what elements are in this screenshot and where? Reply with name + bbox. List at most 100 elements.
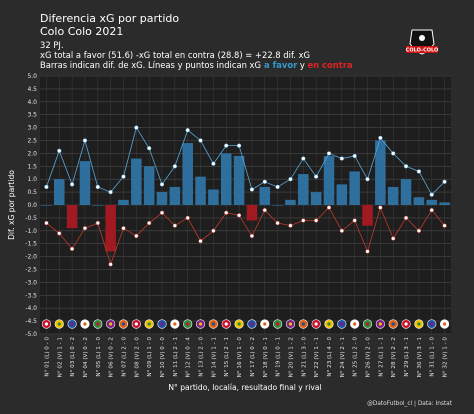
favor-point <box>275 184 280 190</box>
diff-bar <box>41 205 52 206</box>
legend-prefix: Barras indican dif. de xG. Líneas y punt… <box>40 60 261 70</box>
rival-crest-detail <box>263 322 267 326</box>
x-tick-label: N° 14 (V) 1 - 1 <box>211 337 217 378</box>
x-tick-label: N° 22 (V) 1 - 1 <box>314 337 320 378</box>
rival-icons <box>41 319 450 329</box>
x-tick-label: N° 15 (L) 2 - 1 <box>224 337 230 377</box>
diff-bar <box>105 205 116 252</box>
diff-bar <box>400 179 412 205</box>
favor-series <box>44 125 447 197</box>
y-tick-label: -1.5 <box>25 241 37 248</box>
favor-line <box>46 126 445 196</box>
rival-crest-detail <box>147 322 151 326</box>
favor-point <box>185 128 190 133</box>
y-tick-label: 1.5 <box>27 163 37 170</box>
rival-crest-detail <box>391 322 395 326</box>
contra-point <box>69 246 75 252</box>
contra-point <box>236 213 242 218</box>
favor-point <box>236 143 242 148</box>
x-tick-label: N° 32 (V) 1 - 0 <box>443 337 449 378</box>
y-tick-label: -3.0 <box>25 279 37 286</box>
favor-point <box>352 153 357 159</box>
diff-bar <box>310 192 322 205</box>
diff-bar <box>92 205 104 206</box>
rival-crest-detail <box>417 322 421 326</box>
diff-bar <box>246 205 258 221</box>
contra-point <box>147 220 152 226</box>
diff-bar <box>195 176 206 205</box>
diff-bar <box>362 205 373 226</box>
x-tick-label: N° 05 (L) 1 - 0 <box>96 337 102 377</box>
y-tick-label: -4.5 <box>25 318 37 325</box>
contra-point <box>416 228 422 233</box>
y-axis: -5.0 -4.5 -4.0 -3.5 -3.0 -2.5 -2.0 -1.5 -1.0 -0.5… <box>25 73 37 338</box>
contra-point <box>378 205 383 210</box>
x-tick-label: N° 04 (V) 0 - 2 <box>83 337 89 377</box>
rival-crest-detail <box>276 322 280 326</box>
rival-crest-detail <box>327 322 331 326</box>
rival-crest-detail <box>44 322 49 326</box>
y-tick-label: 0.0 <box>27 202 37 209</box>
contra-point <box>249 233 255 239</box>
rival-crest-detail <box>224 322 228 326</box>
favor-point <box>159 182 165 187</box>
contra-point <box>57 231 62 236</box>
x-tick-label: N° 12 (V) 0 - 4 <box>186 337 192 378</box>
rival-crest-detail <box>288 322 293 326</box>
contra-point <box>108 262 113 267</box>
diff-bar <box>259 186 271 205</box>
y-tick-label: 4.0 <box>27 99 37 106</box>
contra-point <box>134 233 139 239</box>
contra-point <box>82 226 88 231</box>
rival-crest-detail <box>83 322 87 326</box>
diff-bar <box>323 155 335 205</box>
rival-crest-detail <box>365 322 370 326</box>
rival-crest-detail <box>340 322 344 326</box>
favor-point <box>57 148 62 153</box>
legend-mid: y <box>297 60 307 70</box>
x-tick-label: N° 07 (L) 2 - 0 <box>121 337 127 377</box>
contra-point <box>313 218 319 223</box>
x-tick-label: N° 08 (V) 2 - 0 <box>134 337 140 378</box>
x-tick-label: N° 06 (V) 0 - 2 <box>109 337 115 377</box>
x-tick-label: N° 31 (L) 1 - 0 <box>430 337 436 377</box>
rival-crest-detail <box>353 322 357 326</box>
rival-crest-detail <box>404 322 408 326</box>
favor-point <box>249 187 255 192</box>
x-tick-label: N° 26 (V) 2 - 0 <box>366 337 372 378</box>
favor-point <box>198 138 203 143</box>
diff-bar <box>53 179 65 205</box>
contra-point <box>429 208 434 213</box>
diff-bar <box>233 155 245 205</box>
diff-bar <box>272 205 283 206</box>
rival-crest-detail <box>134 322 138 326</box>
grid <box>40 75 451 335</box>
contra-point <box>352 218 357 223</box>
favor-point <box>391 151 396 156</box>
mapuche-head-icon <box>419 35 425 41</box>
chart-title: Diferencia xG por partido <box>40 12 179 25</box>
contra-point <box>301 218 306 223</box>
x-tick-label: N° 30 (V) 3 - 1 <box>417 337 423 378</box>
contra-point <box>95 220 100 226</box>
rival-crest-detail <box>250 322 254 326</box>
y-tick-label: 2.5 <box>27 138 37 145</box>
x-tick-label: N° 16 (V) 1 - 0 <box>237 337 243 378</box>
favor-point <box>403 164 409 169</box>
xg-summary-text: xG total a favor (51.6) -xG total en con… <box>40 50 310 60</box>
diff-bar <box>349 171 360 205</box>
y-tick-label: 2.0 <box>27 150 37 157</box>
contra-point <box>159 210 165 215</box>
rival-crest-detail <box>121 322 126 326</box>
diff-bar <box>387 186 399 205</box>
contra-point <box>224 210 229 215</box>
contra-point <box>121 226 126 231</box>
favor-point <box>288 177 293 182</box>
x-axis-label: N° partido, localía, resultado final y r… <box>168 383 321 392</box>
y-tick-label: -2.5 <box>25 267 37 274</box>
contra-point <box>288 223 293 228</box>
rival-crest-detail <box>430 322 434 326</box>
diff-bar <box>220 153 232 205</box>
x-tick-label: N° 09 (L) 1 - 0 <box>147 337 153 377</box>
diff-bar <box>131 158 142 205</box>
